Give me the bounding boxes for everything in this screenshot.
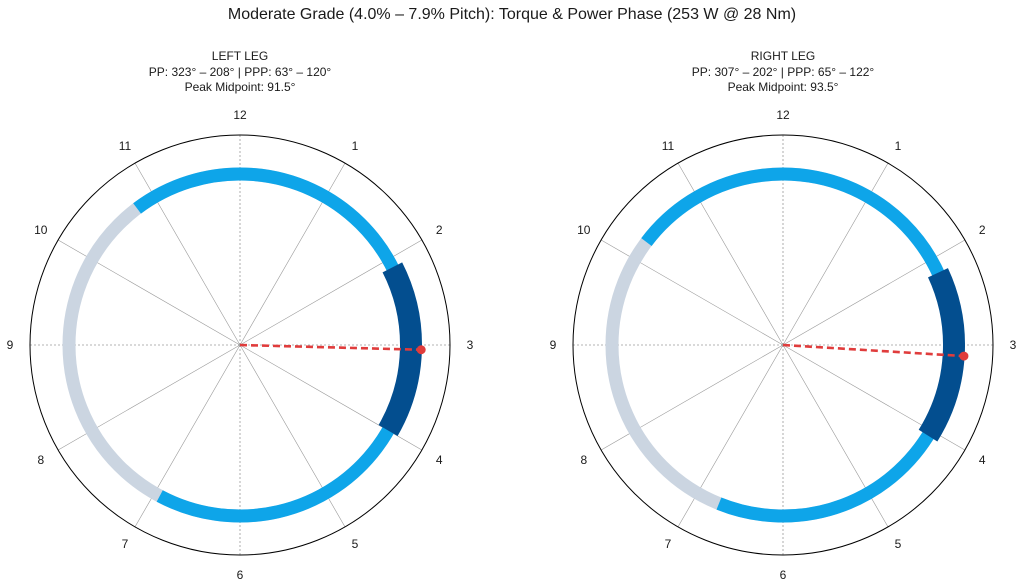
- right-clock-label-12: 12: [776, 108, 790, 122]
- right-spoke-10: [600, 239, 784, 346]
- left-leg-subtitle: PP: 323° – 208° | PPP: 63° – 120°: [148, 64, 332, 79]
- right-peak-midpoint-marker: [959, 351, 969, 361]
- chart-main-title: Moderate Grade (4.0% – 7.9% Pitch): Torq…: [227, 6, 797, 23]
- left-leg-peak-label: Peak Midpoint: 91.5°: [184, 80, 296, 94]
- right-spoke-11: [677, 162, 784, 346]
- right-leg-header: RIGHT LEG PP: 307° – 202° | PPP: 65° – 1…: [603, 49, 963, 96]
- right-leg-title: RIGHT LEG: [750, 49, 816, 63]
- left-leg-header: LEFT LEG PP: 323° – 208° | PPP: 63° – 12…: [60, 49, 420, 96]
- left-clock-label-5: 5: [352, 537, 359, 551]
- left-peak-midpoint-marker: [416, 345, 426, 355]
- left-clock-label-9: 9: [7, 338, 14, 352]
- left-clock-label-11: 11: [119, 139, 132, 153]
- left-clock-label-8: 8: [37, 453, 44, 467]
- right-peak-midpoint-line: [782, 343, 965, 358]
- right-clock-label-2: 2: [979, 223, 986, 237]
- left-spoke-11: [134, 162, 241, 346]
- left-spoke-7: [134, 344, 241, 528]
- right-spoke-5: [782, 344, 889, 528]
- left-clock-label-3: 3: [467, 338, 474, 352]
- right-spoke-7: [677, 344, 784, 528]
- left-clock-label-12: 12: [233, 108, 247, 122]
- right-clock-label-9: 9: [550, 338, 557, 352]
- right-clock-label-7: 7: [665, 537, 672, 551]
- left-clock-label-1: 1: [352, 139, 359, 153]
- left-outer-circle: [29, 134, 451, 556]
- right-clock-label-4: 4: [979, 453, 986, 467]
- left-clock-label-4: 4: [436, 453, 443, 467]
- right-spoke-8: [600, 344, 784, 451]
- left-clock-label-10: 10: [34, 223, 48, 237]
- right-spoke-1: [782, 162, 889, 346]
- right-clock-label-8: 8: [580, 453, 587, 467]
- right-clock-label-1: 1: [895, 139, 902, 153]
- left-spoke-1: [239, 162, 346, 346]
- right-leg-subtitle: PP: 307° – 202° | PPP: 65° – 122°: [691, 64, 875, 79]
- left-spoke-8: [57, 344, 241, 451]
- left-clock-label-6: 6: [237, 568, 244, 582]
- left-spoke-10: [57, 239, 241, 346]
- left-clock-label-2: 2: [436, 223, 443, 237]
- left-clock-label-7: 7: [122, 537, 129, 551]
- right-clock-label-11: 11: [662, 139, 675, 153]
- left-peak-midpoint-line: [239, 343, 422, 352]
- right-outer-circle: [572, 134, 994, 556]
- right-leg-peak-label: Peak Midpoint: 93.5°: [727, 80, 839, 94]
- left-spoke-5: [239, 344, 346, 528]
- right-clock-label-3: 3: [1010, 338, 1017, 352]
- left-leg-title: LEFT LEG: [211, 49, 269, 63]
- right-clock-label-5: 5: [895, 537, 902, 551]
- right-clock-label-10: 10: [577, 223, 591, 237]
- right-clock-label-6: 6: [780, 568, 787, 582]
